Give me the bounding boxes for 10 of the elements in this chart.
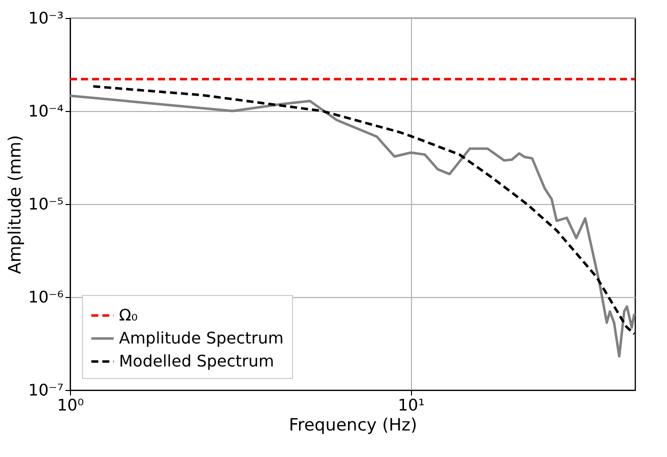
y-axis-title: Amplitude (mm) xyxy=(5,135,26,274)
y-tick-label: 10⁻³ xyxy=(28,8,64,28)
y-tick-label: 10⁻⁴ xyxy=(28,102,64,120)
legend-label: Amplitude Spectrum xyxy=(119,328,284,348)
legend-label: Ω₀ xyxy=(119,306,138,324)
legend-label: Modelled Spectrum xyxy=(119,352,274,370)
y-tick-label: 10⁻⁵ xyxy=(28,194,64,214)
x-axis-title: Frequency (Hz) xyxy=(288,416,418,436)
y-tick-label: 10⁻⁶ xyxy=(28,288,64,306)
x-tick-label: 10¹ xyxy=(398,396,425,414)
